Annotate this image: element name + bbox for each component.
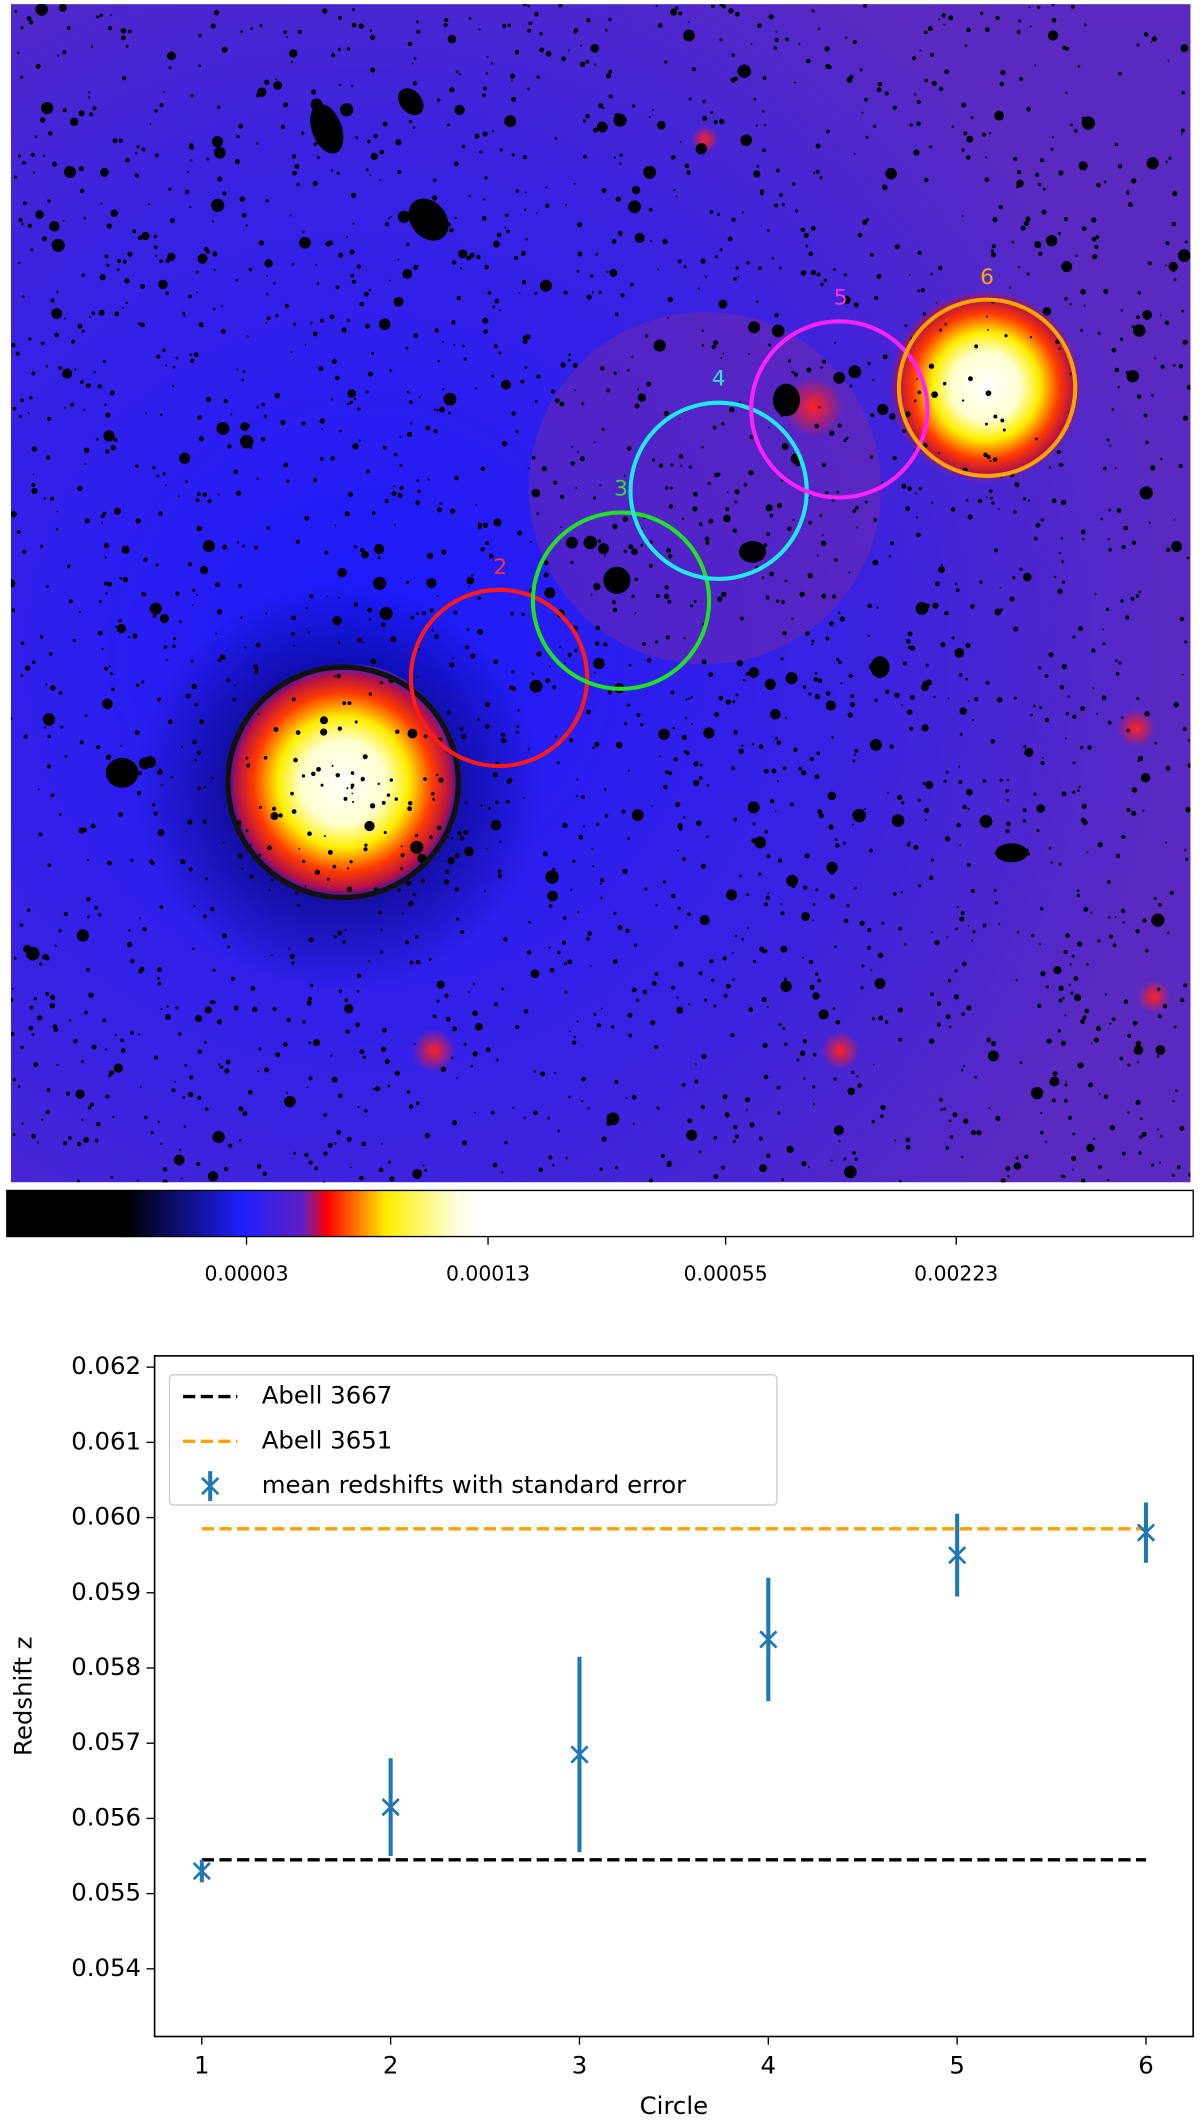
colorbar: 0.00003 0.00013 0.00055 0.00223	[6, 1189, 1194, 1286]
colorbar-tick-label: 0.00013	[446, 1262, 530, 1286]
circle-label: 4	[712, 367, 726, 392]
legend-label: Abell 3651	[262, 1425, 393, 1454]
marker	[381, 1798, 400, 1817]
marker	[570, 1745, 589, 1764]
circle-label: 3	[614, 476, 628, 501]
marker	[192, 1861, 211, 1881]
plot-frame	[153, 1355, 1195, 2038]
y-tick-label: 0.054	[71, 1953, 141, 1982]
x-tick-label: 4	[761, 2050, 777, 2079]
legend-swatch	[201, 1476, 220, 1496]
sky-image: 2 3 4 5 6	[10, 4, 1191, 1183]
x-tick-label: 2	[383, 2050, 399, 2079]
y-tick-label: 0.056	[71, 1802, 141, 1831]
x-tick-label: 6	[1138, 2050, 1154, 2079]
marker	[1136, 1523, 1156, 1542]
y-tick-label: 0.059	[71, 1577, 141, 1606]
errorbar-chart: 0.054 0.055 0.056 0.057 0.058 0.059 0.060 0.061…	[8, 1351, 1195, 2120]
y-tick-label: 0.062	[71, 1351, 141, 1380]
x-axis-label: Circle	[640, 2091, 708, 2120]
colorbar-tick-label: 0.00003	[204, 1262, 288, 1286]
x-tick-label: 5	[949, 2050, 965, 2079]
colorbar-tick-label: 0.00055	[684, 1262, 768, 1286]
marker	[759, 1630, 778, 1649]
circle-label: 6	[980, 265, 994, 290]
marker	[948, 1546, 967, 1565]
legend-box	[168, 1374, 778, 1506]
y-tick-label: 0.058	[71, 1652, 141, 1681]
circle-label: 5	[834, 285, 848, 310]
y-axis-label: Redshift z	[8, 1636, 37, 1756]
y-tick-label: 0.061	[71, 1426, 141, 1455]
colorbar-tick-label: 0.00223	[914, 1262, 998, 1286]
legend: Abell 3667 Abell 3651 mean redshifts with …	[168, 1374, 778, 1506]
y-tick-label: 0.060	[71, 1502, 141, 1531]
legend-label: mean redshifts with standard error	[262, 1470, 687, 1499]
y-tick-label: 0.057	[71, 1727, 141, 1756]
x-tick-label: 1	[194, 2050, 210, 2079]
legend-label: Abell 3667	[262, 1381, 393, 1410]
y-tick-label: 0.055	[71, 1878, 141, 1907]
circle-label: 2	[493, 555, 507, 580]
x-tick-label: 3	[572, 2050, 588, 2079]
